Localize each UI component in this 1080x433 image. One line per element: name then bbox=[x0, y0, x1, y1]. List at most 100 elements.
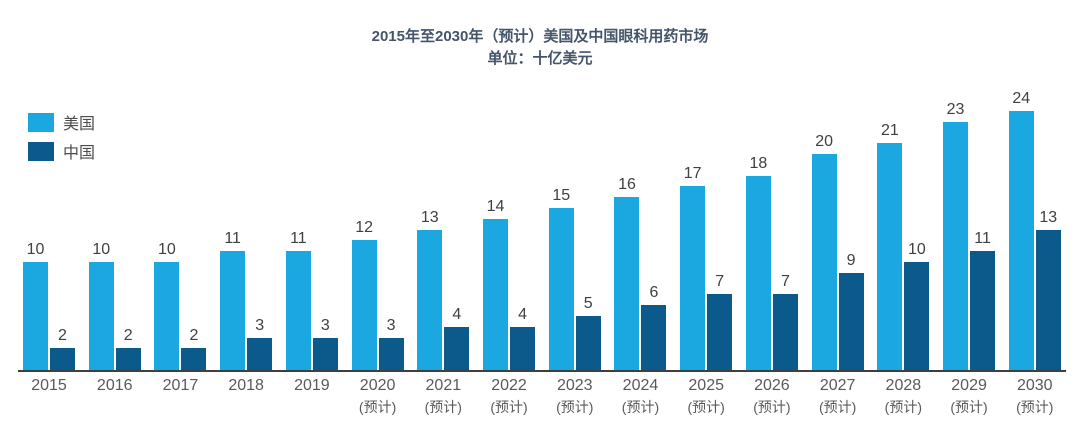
us-bar bbox=[548, 208, 574, 370]
china-bar-wrap: 2 bbox=[181, 327, 207, 370]
china-bar bbox=[50, 348, 75, 370]
bars-row: 10 2 bbox=[88, 70, 141, 370]
china-legend-swatch bbox=[28, 141, 54, 161]
year-group-2026: 18 7 2026 (预计) bbox=[741, 70, 803, 416]
x-axis-label: 2022 bbox=[491, 377, 527, 394]
us-bar-wrap: 11 bbox=[285, 230, 311, 370]
china-bar bbox=[641, 305, 667, 370]
us-bar-wrap: 21 bbox=[877, 122, 903, 370]
us-bar-value-label: 24 bbox=[1012, 89, 1031, 107]
china-bar-value-label: 2 bbox=[123, 327, 133, 345]
x-axis-label: 2024 bbox=[622, 377, 659, 394]
us-bar bbox=[154, 262, 180, 370]
chart-title-block: 2015年至2030年（预计）美国及中国眼科用药市场 单位：十亿美元 bbox=[0, 26, 1080, 70]
bars-row: 15 5 bbox=[548, 70, 601, 370]
us-bar-value-label: 17 bbox=[683, 165, 702, 183]
us-bar bbox=[483, 218, 509, 370]
x-axis-label: 2015 bbox=[31, 377, 67, 394]
us-bar-wrap: 10 bbox=[23, 241, 48, 370]
china-bar bbox=[707, 294, 733, 370]
china-bar-value-label: 2 bbox=[58, 327, 67, 345]
x-axis-label: 2030 bbox=[1016, 377, 1053, 394]
china-bar-value-label: 6 bbox=[649, 284, 659, 302]
us-bar bbox=[285, 251, 311, 370]
china-bar bbox=[575, 316, 601, 370]
china-bar-value-label: 11 bbox=[974, 230, 991, 248]
china-bar bbox=[378, 337, 404, 370]
china-bar-value-label: 10 bbox=[907, 241, 926, 258]
us-bar-wrap: 16 bbox=[614, 176, 640, 370]
china-bar-value-label: 3 bbox=[320, 316, 330, 334]
x-axis-label: 2023 bbox=[556, 377, 593, 394]
year-group-2022: 14 4 2022 (预计) bbox=[478, 70, 540, 416]
legend-item-us: 美国 bbox=[28, 110, 95, 134]
china-bar bbox=[970, 251, 996, 370]
china-bar-wrap: 4 bbox=[510, 306, 536, 370]
x-axis-label: 2028 bbox=[885, 377, 922, 394]
bars-row: 18 7 bbox=[745, 70, 798, 370]
china-bar bbox=[904, 262, 930, 370]
bars-row: 16 6 bbox=[614, 70, 667, 370]
china-bar bbox=[312, 337, 338, 370]
us-bar-value-label: 16 bbox=[618, 176, 636, 194]
x-axis-forecast-label: (预计) bbox=[1016, 399, 1054, 415]
year-group-2029: 23 11 2029 (预计) bbox=[938, 70, 1000, 416]
china-bar-wrap: 4 bbox=[444, 305, 470, 370]
us-bar-wrap: 24 bbox=[1008, 89, 1034, 370]
x-axis-label: 2029 bbox=[951, 377, 987, 394]
us-bar-value-label: 10 bbox=[158, 241, 176, 258]
china-bar-wrap: 10 bbox=[904, 241, 930, 370]
x-axis-label: 2026 bbox=[754, 377, 790, 394]
bar-chart: 10 2 2015 10 2 2016 10 2 2017 11 3 2018 11 3 2019 12 3 20… bbox=[18, 70, 1066, 416]
us-bar-wrap: 13 bbox=[417, 209, 443, 370]
us-bar-value-label: 18 bbox=[749, 154, 768, 172]
china-bar bbox=[444, 326, 470, 370]
us-bar-wrap: 10 bbox=[88, 241, 114, 370]
bars-row: 23 11 bbox=[943, 70, 996, 370]
us-bar-value-label: 23 bbox=[946, 100, 965, 118]
x-axis-label: 2018 bbox=[228, 377, 264, 394]
us-bar bbox=[23, 262, 48, 370]
chart-title: 2015年至2030年（预计）美国及中国眼科用药市场 bbox=[371, 28, 709, 45]
us-bar-wrap: 18 bbox=[745, 154, 771, 370]
x-axis-label: 2027 bbox=[819, 377, 856, 394]
bar-groups: 10 2 2015 10 2 2016 10 2 2017 11 3 2018 11 3 2019 12 3 20… bbox=[18, 70, 1066, 416]
china-bar-value-label: 4 bbox=[452, 305, 462, 323]
china-bar bbox=[838, 272, 864, 370]
us-bar-wrap: 20 bbox=[811, 133, 837, 370]
x-axis-forecast-label: (预计) bbox=[818, 399, 857, 415]
china-bar-wrap: 3 bbox=[378, 317, 404, 370]
year-group-2021: 13 4 2021 (预计) bbox=[412, 70, 474, 416]
us-bar-value-label: 20 bbox=[815, 133, 834, 150]
us-bar-wrap: 15 bbox=[548, 187, 574, 370]
us-bar-value-label: 11 bbox=[224, 230, 241, 248]
us-bar-wrap: 12 bbox=[351, 219, 377, 370]
x-axis-label: 2017 bbox=[162, 377, 199, 394]
year-group-2018: 11 3 2018 bbox=[215, 70, 277, 416]
china-bar-wrap: 7 bbox=[772, 273, 798, 370]
china-bar-value-label: 7 bbox=[780, 273, 790, 291]
china-bar-wrap: 6 bbox=[641, 284, 667, 370]
us-bar bbox=[943, 121, 969, 370]
year-group-2015: 10 2 2015 bbox=[18, 70, 80, 416]
us-bar-wrap: 23 bbox=[943, 100, 969, 370]
china-bar bbox=[772, 294, 798, 370]
china-bar-value-label: 2 bbox=[189, 327, 199, 345]
china-bar-wrap: 13 bbox=[1035, 209, 1061, 370]
bars-row: 14 4 bbox=[483, 70, 536, 370]
legend: 美国 中国 bbox=[28, 110, 95, 168]
bars-row: 11 3 bbox=[285, 70, 338, 370]
us-legend-swatch bbox=[28, 112, 54, 132]
china-bar-wrap: 9 bbox=[838, 252, 864, 370]
x-axis-line bbox=[18, 370, 1066, 372]
year-group-2023: 15 5 2023 (预计) bbox=[544, 70, 606, 416]
china-bar bbox=[1035, 229, 1061, 370]
us-bar-value-label: 10 bbox=[26, 241, 45, 258]
chart-subtitle: 单位：十亿美元 bbox=[487, 50, 593, 67]
bars-row: 13 4 bbox=[417, 70, 470, 370]
x-axis-label: 2021 bbox=[425, 377, 462, 394]
year-group-2016: 10 2 2016 bbox=[84, 70, 146, 416]
bars-row: 17 7 bbox=[680, 70, 733, 370]
us-bar-value-label: 15 bbox=[552, 187, 571, 204]
